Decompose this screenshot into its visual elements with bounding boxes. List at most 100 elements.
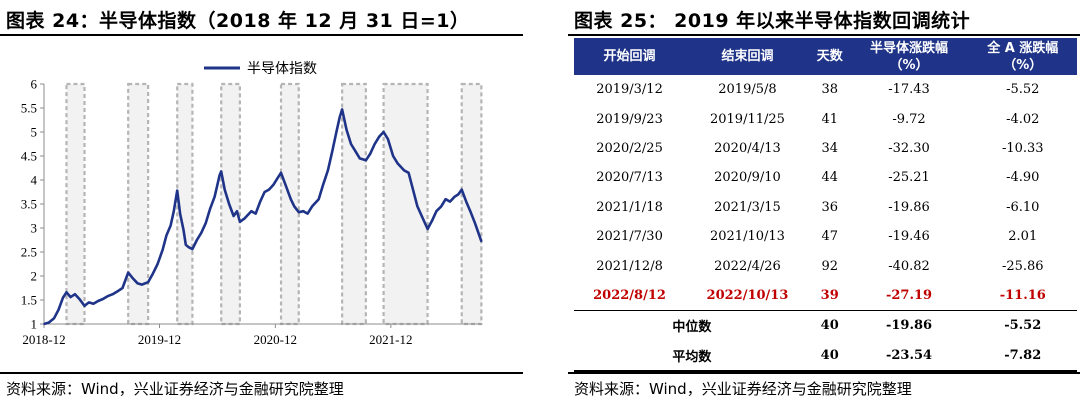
- data-point: [449, 200, 451, 203]
- data-point: [176, 189, 179, 192]
- y-tick-label: 4.5: [21, 149, 37, 164]
- data-point: [116, 290, 119, 293]
- data-point: [191, 248, 194, 251]
- table-header-row: 开始回调 结束回调 天数 半导体涨跌幅 （%）全 A 涨跌幅 （%）: [574, 38, 1077, 75]
- data-point: [200, 231, 203, 234]
- data-point: [373, 143, 376, 145]
- summary-cell: 40: [809, 310, 850, 341]
- data-point: [254, 212, 257, 215]
- data-point: [83, 304, 86, 307]
- title-rule: [0, 34, 523, 36]
- data-point: [47, 321, 50, 324]
- y-tick-label: 3.5: [21, 197, 37, 212]
- table-row: 2020/7/13 2020/9/10 44 -25.21 -4.90: [574, 163, 1077, 192]
- table-row: 2019/3/12 2019/5/8 38 -17.43 -5.52: [574, 75, 1077, 104]
- y-tick-label: 5: [31, 125, 38, 140]
- data-point: [335, 131, 338, 133]
- data-point: [161, 248, 164, 251]
- x-axis: 2018-12 2019-12 2020-12 2021-12: [22, 323, 482, 347]
- data-point: [311, 205, 313, 208]
- table-cell: 2020/9/10: [714, 170, 781, 186]
- data-point: [426, 228, 429, 230]
- data-point: [243, 217, 246, 220]
- summary-cell: -5.52: [968, 310, 1077, 341]
- table-cell: 2019/5/8: [718, 82, 777, 98]
- table-panel: 图表 25： 2019 年以来半导体指数回调统计 开始回调 结束回调 天数 半导体涨跌…: [568, 0, 1080, 407]
- table-row: 2021/1/18 2021/3/15 36 -19.86 -6.10: [574, 193, 1077, 222]
- table-cell: 2022/8/12: [593, 287, 666, 303]
- data-point: [232, 215, 235, 217]
- data-point: [101, 298, 104, 300]
- table-cell: -4.02: [1006, 111, 1040, 127]
- summary-row: 平均数 40 -23.54 -7.82: [574, 340, 1077, 372]
- table-cell: -27.19: [885, 287, 933, 303]
- table-row: 2020/2/25 2020/4/13 34 -32.30 -10.33: [574, 134, 1077, 163]
- data-point: [62, 296, 64, 299]
- drawdown-shades: [65, 82, 483, 326]
- summary-cell: 40: [809, 340, 850, 372]
- table-cell: -40.82: [888, 258, 930, 274]
- y-tick-label: 6: [31, 77, 38, 92]
- column-header: 全 A 涨跌幅 （%）: [968, 38, 1077, 75]
- table-cell: 2019/3/12: [596, 82, 663, 98]
- table-title-rule: [568, 34, 1080, 36]
- data-point: [195, 239, 198, 241]
- data-point: [382, 131, 385, 133]
- data-point: [121, 287, 124, 289]
- data-point: [421, 217, 424, 220]
- drawdown-period-7: [382, 82, 429, 326]
- drawdown-table: 开始回调 结束回调 天数 半导体涨跌幅 （%）全 A 涨跌幅 （%） 2019/3/12 2…: [574, 38, 1077, 372]
- table-cell: -19.86: [888, 199, 930, 215]
- data-point: [204, 222, 207, 225]
- data-point: [216, 183, 219, 186]
- summary-cell: -19.86: [849, 310, 969, 341]
- data-point: [53, 317, 56, 320]
- table-cell: 92: [821, 258, 838, 274]
- data-point: [326, 169, 329, 172]
- table-cell: -19.46: [888, 229, 930, 245]
- data-point: [223, 188, 226, 191]
- column-header: 半导体涨跌幅 （%）: [849, 38, 969, 75]
- table-cell: 2.01: [1008, 229, 1038, 245]
- data-point: [392, 155, 394, 157]
- data-point: [259, 200, 262, 203]
- data-point: [431, 219, 433, 222]
- data-point: [97, 300, 100, 302]
- y-tick-label: 4: [31, 173, 38, 188]
- data-point: [457, 193, 460, 196]
- source-rule: [0, 372, 523, 374]
- table-cell: 2021/12/8: [596, 258, 663, 274]
- data-point: [209, 207, 212, 210]
- data-point: [78, 298, 81, 300]
- table-cell: 2021/3/15: [714, 199, 781, 215]
- drawdown-period-5: [279, 82, 300, 326]
- table-cell: 2019/11/25: [709, 111, 785, 127]
- data-point: [57, 308, 60, 311]
- y-tick-label: 5.5: [21, 101, 37, 116]
- data-point: [364, 159, 367, 162]
- data-point: [378, 135, 381, 138]
- data-point: [268, 188, 270, 191]
- data-point: [289, 198, 292, 201]
- table-cell: 34: [821, 140, 838, 156]
- y-tick-label: 3: [31, 221, 38, 236]
- data-point: [228, 203, 231, 205]
- source-note: 资料来源：Wind，兴业证券经济与金融研究院整理: [6, 380, 344, 398]
- table-cell: 38: [821, 82, 838, 98]
- data-point: [297, 211, 300, 214]
- table-title: 图表 25： 2019 年以来半导体指数回调统计: [574, 10, 971, 32]
- data-point: [293, 205, 296, 208]
- data-point: [156, 263, 159, 265]
- table-cell: -25.86: [1001, 258, 1044, 274]
- table-cell: 2021/7/30: [596, 229, 663, 245]
- drawdown-period-8: [460, 82, 483, 326]
- data-point: [284, 183, 287, 186]
- data-point: [276, 176, 279, 179]
- data-point: [65, 291, 68, 294]
- table-cell: -25.21: [888, 170, 930, 186]
- data-point: [263, 191, 266, 193]
- y-axis: 1 1.5 2 2.5 3 3.5 4 4.5 5 5.5 6: [21, 77, 45, 332]
- data-point: [306, 212, 309, 215]
- table-cell: -4.90: [1006, 170, 1040, 186]
- table-source-rule: [568, 372, 1080, 374]
